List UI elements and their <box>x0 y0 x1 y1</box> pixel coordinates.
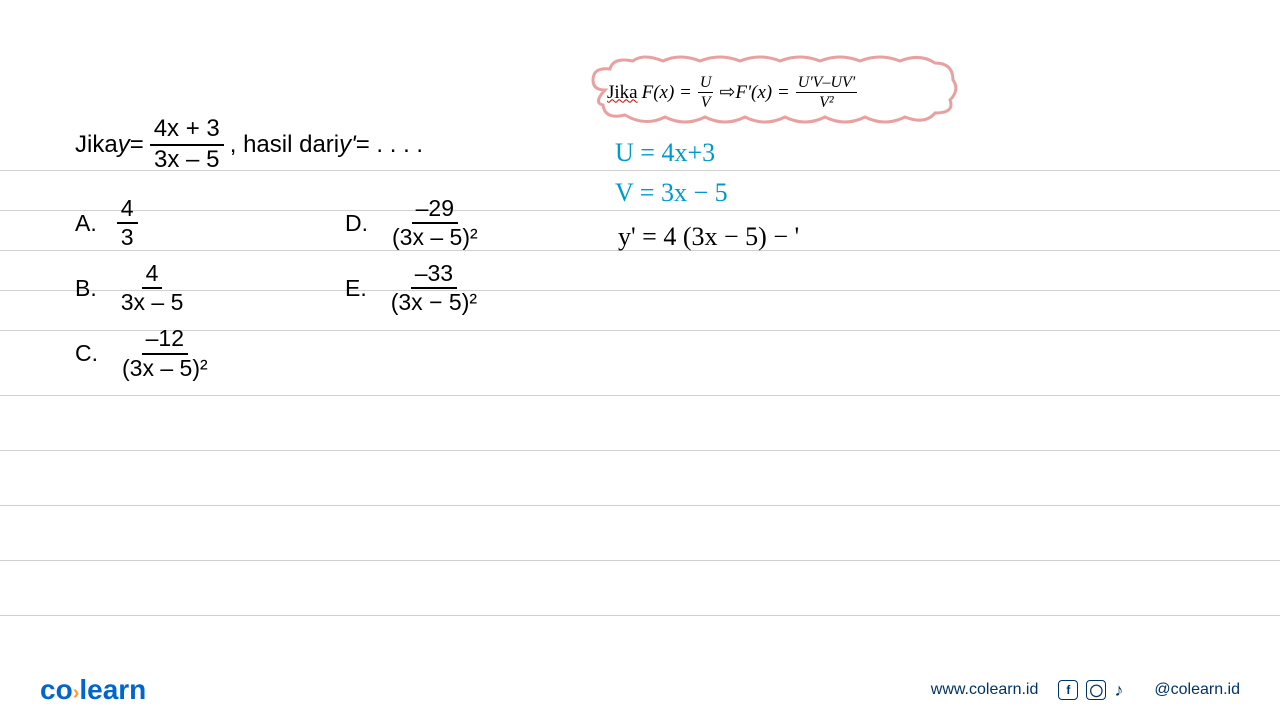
option-c: C. –12 (3x – 5)² <box>75 325 345 382</box>
ruled-line <box>0 560 1280 561</box>
question-prefix: Jika <box>75 131 118 159</box>
question-fraction-den: 3x – 5 <box>150 146 223 175</box>
ruled-line <box>0 615 1280 616</box>
footer-right: www.colearn.id f ◯ ♪ @colearn.id <box>931 680 1240 700</box>
cloud-prefix: Jika <box>607 82 638 104</box>
ruled-line <box>0 450 1280 451</box>
logo-co: co <box>40 674 73 705</box>
question-fraction-num: 4x + 3 <box>150 115 224 146</box>
option-d-letter: D. <box>345 210 368 237</box>
footer: co›learn www.colearn.id f ◯ ♪ @colearn.i… <box>0 660 1280 720</box>
cloud-formula: Jika F(x) = U V ⇨ F'(x) = U'V–UV' V² <box>607 73 863 112</box>
question-var: y <box>118 131 130 159</box>
option-c-num: –12 <box>142 325 188 355</box>
facebook-icon: f <box>1058 680 1078 700</box>
option-b: B. 4 3x – 5 <box>75 260 345 317</box>
option-c-letter: C. <box>75 340 98 367</box>
option-d: D. –29 (3x – 5)² <box>345 195 488 252</box>
problem-area: Jika y = 4x + 3 3x – 5 , hasil dari y' =… <box>75 115 488 390</box>
cloud-arrow: ⇨ <box>719 81 735 104</box>
cloud-frac2-num: U'V–UV' <box>796 73 858 93</box>
option-e: E. –33 (3x − 5)² <box>345 260 487 317</box>
option-a-letter: A. <box>75 210 97 237</box>
question-fraction: 4x + 3 3x – 5 <box>150 115 224 175</box>
option-a: A. 4 3 <box>75 195 345 252</box>
cloud-frac1-den: V <box>699 93 713 112</box>
question-suffix-end: = . . . . <box>356 131 423 159</box>
question-suffix: , hasil dari <box>230 131 339 159</box>
cloud-fx: F(x) = <box>642 82 692 104</box>
logo-learn: learn <box>79 674 146 705</box>
option-e-den: (3x − 5)² <box>387 289 481 317</box>
instagram-icon: ◯ <box>1086 680 1106 700</box>
cloud-frac1-num: U <box>698 73 714 93</box>
option-b-den: 3x – 5 <box>117 289 188 317</box>
question-line: Jika y = 4x + 3 3x – 5 , hasil dari y' =… <box>75 115 488 175</box>
formula-cloud: Jika F(x) = U V ⇨ F'(x) = U'V–UV' V² <box>585 55 965 125</box>
question-equals: = <box>130 131 144 159</box>
ruled-line <box>0 505 1280 506</box>
option-d-num: –29 <box>412 195 458 225</box>
footer-url: www.colearn.id <box>931 681 1039 699</box>
option-e-letter: E. <box>345 275 367 302</box>
option-a-num: 4 <box>117 195 138 225</box>
social-icons: f ◯ ♪ <box>1058 680 1134 700</box>
handwriting-u: U = 4x+3 <box>615 138 715 168</box>
cloud-fpx: F'(x) = <box>735 82 789 104</box>
tiktok-icon: ♪ <box>1114 680 1134 700</box>
question-suffix-var: y' <box>339 131 356 159</box>
option-d-den: (3x – 5)² <box>388 224 482 252</box>
handwriting-yprime: y' = 4 (3x − 5) − ' <box>618 222 799 252</box>
ruled-line <box>0 395 1280 396</box>
colearn-logo: co›learn <box>40 674 146 706</box>
option-e-num: –33 <box>411 260 457 290</box>
option-b-letter: B. <box>75 275 97 302</box>
option-b-num: 4 <box>142 260 163 290</box>
options-block: A. 4 3 D. –29 (3x – 5)² B. 4 3x – 5 <box>75 195 488 383</box>
handwriting-v: V = 3x − 5 <box>615 178 728 208</box>
option-c-den: (3x – 5)² <box>118 355 212 383</box>
footer-handle: @colearn.id <box>1154 681 1240 699</box>
option-a-den: 3 <box>117 224 138 252</box>
cloud-frac2-den: V² <box>817 93 836 112</box>
